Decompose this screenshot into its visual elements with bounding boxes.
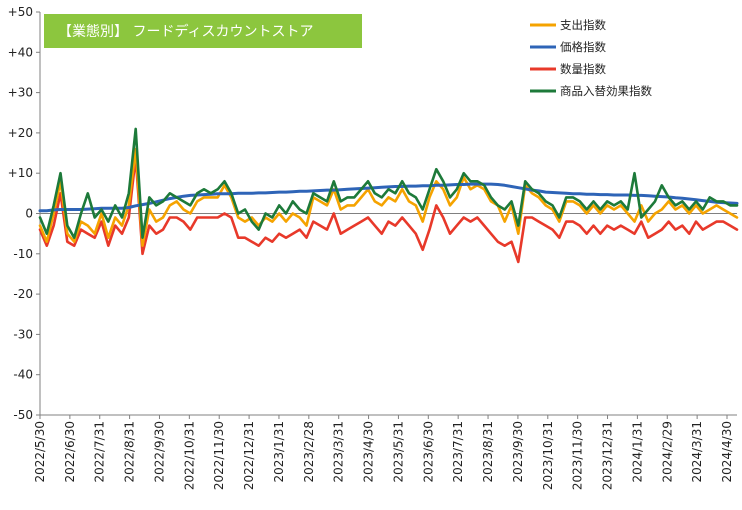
legend-label: 支出指数 bbox=[560, 18, 606, 32]
y-tick-label: -30 bbox=[13, 327, 33, 341]
x-tick-label: 2023/9/30 bbox=[511, 421, 525, 483]
series-line-4 bbox=[38, 127, 739, 239]
x-tick-label: 2024/1/31 bbox=[630, 421, 644, 483]
x-tick-label: 2022/5/30 bbox=[33, 421, 47, 483]
x-tick-label: 2024/3/31 bbox=[690, 421, 704, 483]
x-tick-label: 2023/7/31 bbox=[451, 421, 465, 483]
legend-label: 価格指数 bbox=[560, 40, 606, 54]
x-tick-label: 2022/7/31 bbox=[93, 421, 107, 483]
x-tick-label: 2023/8/31 bbox=[481, 421, 495, 483]
x-tick-label: 2024/4/30 bbox=[720, 421, 734, 483]
x-tick-label: 2022/6/30 bbox=[63, 421, 77, 483]
legend-label: 商品入替効果指数 bbox=[560, 84, 652, 98]
x-tick-label: 2023/3/31 bbox=[332, 421, 346, 483]
series-line-1 bbox=[38, 147, 739, 247]
x-tick-label: 2023/10/31 bbox=[541, 421, 555, 490]
y-tick-label: +30 bbox=[8, 86, 33, 100]
y-tick-label: +50 bbox=[8, 5, 33, 19]
x-tick-label: 2023/12/31 bbox=[601, 421, 615, 490]
y-axis-ticks: +50 +40 +30 +20 +10 0 -10 -20 -30 -40 -50 bbox=[8, 5, 40, 422]
y-tick-label: -50 bbox=[13, 408, 33, 422]
x-tick-label: 2022/8/31 bbox=[123, 421, 137, 483]
y-tick-label: -20 bbox=[13, 287, 33, 301]
x-tick-label: 2022/11/30 bbox=[212, 421, 226, 490]
series-line-2 bbox=[38, 182, 739, 213]
chart-title-box: 【業態別】 フードディスカウントストア bbox=[44, 14, 362, 48]
series-line-3 bbox=[38, 155, 739, 264]
x-tick-label: 2024/2/29 bbox=[660, 421, 674, 483]
y-tick-label: -40 bbox=[13, 368, 33, 382]
y-tick-label: 0 bbox=[25, 207, 33, 221]
x-tick-label: 2022/10/31 bbox=[182, 421, 196, 490]
x-tick-label: 2023/5/31 bbox=[391, 421, 405, 483]
y-tick-label: -10 bbox=[13, 247, 33, 261]
x-tick-label: 2022/12/31 bbox=[242, 421, 256, 490]
x-axis-ticks: 2022/5/30 2022/6/30 2022/7/31 2022/8/31 2022… bbox=[33, 415, 734, 490]
legend-label: 数量指数 bbox=[560, 62, 606, 76]
chart-title: 【業態別】 フードディスカウントストア bbox=[58, 23, 313, 40]
x-tick-label: 2023/4/30 bbox=[362, 421, 376, 483]
y-tick-label: +10 bbox=[8, 166, 33, 180]
y-tick-label: +40 bbox=[8, 45, 33, 59]
y-tick-label: +20 bbox=[8, 126, 33, 140]
x-tick-label: 2023/2/28 bbox=[302, 421, 316, 483]
x-tick-label: 2023/1/31 bbox=[272, 421, 286, 483]
chart-title-background bbox=[44, 14, 362, 48]
x-tick-label: 2023/6/30 bbox=[421, 421, 435, 483]
x-tick-label: 2022/9/30 bbox=[152, 421, 166, 483]
x-tick-label: 2023/11/30 bbox=[571, 421, 585, 490]
chart-series bbox=[38, 127, 739, 264]
chart-axes bbox=[39, 12, 737, 416]
